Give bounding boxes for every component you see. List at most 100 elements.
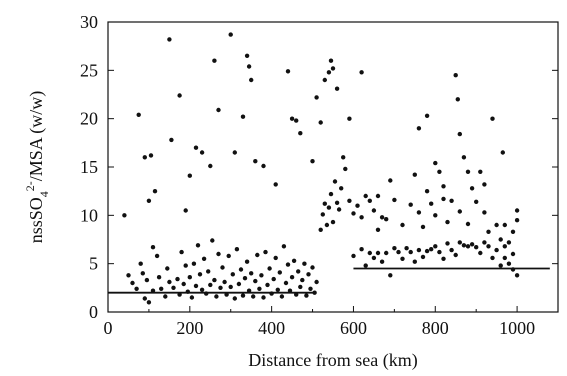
data-point [146,198,152,203]
data-point [261,295,266,300]
data-point [134,286,139,291]
data-point [294,118,299,123]
data-point [191,261,197,266]
data-point [359,247,364,252]
data-point [465,244,471,249]
data-point [275,287,280,292]
y-axis-title-rest: /MSA (w/w) [26,91,47,182]
data-point [490,255,495,261]
data-point [146,300,152,305]
data-point [199,150,205,155]
data-point [159,286,164,291]
data-point [130,280,135,286]
data-point [433,213,438,218]
data-point [167,279,172,285]
data-point [429,201,434,206]
data-point [363,263,368,268]
data-point [486,244,491,249]
data-point [251,294,256,299]
data-point [206,269,211,274]
data-point [171,285,176,290]
data-point [457,131,462,137]
data-point [339,186,344,191]
data-point [279,294,285,299]
y-tick-label: 5 [89,254,98,274]
data-point [514,218,520,223]
data-point [416,210,422,215]
data-point [416,247,422,253]
data-point [193,145,199,150]
data-point [486,229,491,234]
data-point [289,275,295,280]
data-point [281,244,287,249]
data-point [330,66,336,71]
y-axis-title-base: nssSO [26,197,46,243]
data-point [136,112,141,118]
data-point [302,261,307,266]
data-point [469,242,475,247]
data-point [242,276,248,281]
data-point [328,58,334,63]
data-point [310,159,315,164]
data-point [461,155,467,160]
data-point [474,199,479,204]
data-point [363,193,368,199]
data-point [351,253,356,259]
data-point [306,272,311,277]
data-point [218,285,223,290]
data-point [375,193,381,199]
data-point [441,196,446,202]
data-point [320,212,325,217]
data-point [379,215,385,220]
data-point [273,182,278,187]
data-point [482,240,487,245]
y-tick-label: 20 [80,109,98,129]
data-point [375,227,381,232]
data-point [285,262,291,267]
x-tick-label: 200 [176,318,203,338]
data-point [318,120,323,125]
data-point [465,221,471,227]
data-point [328,191,334,197]
data-point [142,155,147,160]
data-point [212,58,217,63]
data-point [347,116,352,121]
data-point [457,240,462,245]
data-point [371,208,377,213]
data-point [271,276,276,282]
data-point [371,255,377,261]
data-point [259,273,264,278]
data-point [510,229,516,234]
data-point [449,198,454,203]
data-point [126,273,131,278]
data-point [388,273,393,278]
data-point [253,159,258,164]
data-point [494,247,499,253]
data-point [208,163,213,169]
data-point [201,256,207,261]
data-point [404,246,409,251]
data-point [433,160,438,166]
data-point [183,208,188,213]
data-point [502,255,507,261]
data-point [232,296,237,301]
data-point [152,189,158,194]
data-point [310,265,315,270]
x-axis-title: Distance from sea (km) [248,350,417,371]
data-point [177,93,182,98]
data-point [494,222,499,228]
data-point [324,222,330,228]
data-point [314,95,319,100]
x-tick-label: 0 [104,318,113,338]
data-point [502,222,507,228]
data-point [240,114,246,119]
data-point [478,169,483,174]
data-point [154,253,160,259]
data-point [343,166,348,172]
data-point [500,150,505,155]
data-point [408,249,413,255]
data-point [165,266,170,271]
data-point [273,255,278,261]
data-point [236,281,242,287]
data-point [322,77,327,83]
